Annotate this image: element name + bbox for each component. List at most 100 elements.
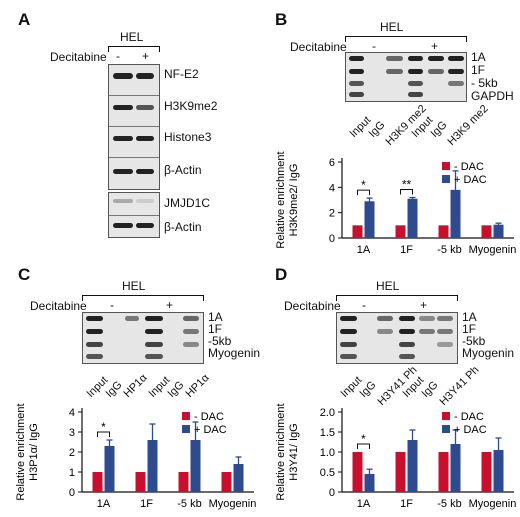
- y-tick-label: 0: [329, 233, 335, 245]
- significance-bracket: [400, 188, 413, 195]
- panel-a-treatment: Decitabine: [50, 50, 107, 64]
- panel-c-treatment: Decitabine: [30, 299, 87, 313]
- panel-b-bracket: [345, 36, 467, 42]
- panel-b-row-label: GAPDH: [471, 89, 514, 103]
- bar: [450, 444, 461, 492]
- panel-d-bracket: [336, 295, 458, 301]
- panel-a-row-label: JMJD1C: [164, 196, 211, 210]
- panel-c-gel: [82, 312, 204, 364]
- bar: [190, 440, 201, 492]
- y-tick-label: 1.5: [320, 427, 335, 439]
- y-axis-label: H3K9me2/ IgG: [288, 164, 300, 237]
- legend-label: + DAC: [454, 424, 487, 436]
- bar: [352, 452, 363, 492]
- panel-d-treatment: Decitabine: [284, 299, 341, 313]
- panel-c-lane-label: HP1α: [183, 371, 212, 400]
- bar: [493, 224, 504, 238]
- y-tick-label: 0: [69, 487, 75, 499]
- y-axis-label: Relative enrichment: [275, 151, 287, 248]
- bar: [92, 472, 103, 492]
- panel-c-row-label: -5kb: [208, 334, 232, 348]
- panel-d-label: D: [275, 265, 288, 284]
- bar: [481, 225, 492, 238]
- bar: [395, 225, 406, 238]
- bar: [233, 464, 244, 492]
- legend-swatch: [442, 412, 450, 420]
- panel-c-row-label: Myogenin: [208, 346, 261, 360]
- y-tick-label: 0: [329, 487, 335, 499]
- x-tick-label: -5 kb: [437, 244, 461, 256]
- panel-d-gel: [336, 312, 458, 364]
- panel-a-row-label: Histone3: [164, 130, 212, 144]
- panel-b-plus: +: [431, 39, 439, 53]
- panel-a-row-label: β-Actin: [164, 220, 202, 234]
- panel-b-cell-line: HEL: [380, 20, 404, 34]
- panel-d-row-label: 1F: [462, 322, 477, 336]
- significance-bracket: [357, 189, 370, 196]
- panel-b-lane-label: H3K9 me2: [445, 102, 491, 148]
- x-tick-label: 1A: [357, 244, 371, 256]
- legend-label: + DAC: [454, 174, 487, 186]
- x-tick-label: -5 kb: [177, 498, 201, 510]
- panel-b-label: B: [275, 10, 288, 29]
- x-tick-label: Myogenin: [209, 498, 257, 510]
- panel-b-treatment: Decitabine: [290, 40, 347, 54]
- bar: [364, 201, 375, 238]
- bar: [178, 472, 189, 492]
- x-tick-label: Myogenin: [469, 244, 517, 256]
- significance-bracket: [97, 431, 110, 437]
- panel-c-row-label: 1A: [208, 310, 223, 324]
- bar: [407, 198, 418, 238]
- panel-b-row-label: - 5kb: [471, 76, 498, 90]
- panel-a-cell-line: HEL: [120, 30, 144, 44]
- y-axis-label: Relative enrichment: [275, 403, 287, 500]
- y-tick-label: 6: [329, 157, 335, 169]
- panel-a-label: A: [18, 10, 31, 29]
- y-tick-label: 4: [329, 182, 335, 194]
- panel-c-lane-label: HP1α: [121, 371, 150, 400]
- panel-c-label: C: [18, 265, 31, 284]
- bar: [104, 446, 115, 492]
- panel-c-row-label: 1F: [208, 322, 223, 336]
- bar: [450, 189, 461, 238]
- panel-c-plus: +: [166, 298, 174, 312]
- legend-label: - DAC: [454, 161, 484, 173]
- legend-label: - DAC: [194, 411, 224, 423]
- bar: [438, 452, 449, 492]
- bar: [135, 472, 146, 492]
- panel-a-bracket: [108, 46, 160, 52]
- legend-swatch: [442, 175, 450, 183]
- panel-c-cell-line: HEL: [122, 279, 146, 293]
- panel-d-cell-line: HEL: [376, 279, 400, 293]
- x-tick-label: 1F: [140, 498, 153, 510]
- y-tick-label: 2: [69, 447, 75, 459]
- panel-a-plus: +: [142, 49, 150, 63]
- significance-bracket: [357, 443, 370, 449]
- x-tick-label: 1F: [400, 498, 413, 510]
- panel-a-blot-upper: [108, 64, 160, 190]
- legend-swatch: [442, 162, 450, 170]
- legend-label: + DAC: [194, 424, 227, 436]
- y-tick-label: 0.5: [320, 467, 335, 479]
- panel-b-chart: Relative enrichment H3K9me2/ IgG 0 2 4 6 1A 1F -…: [275, 151, 517, 256]
- y-axis-label: Relative enrichment: [15, 403, 27, 500]
- legend-swatch: [182, 412, 190, 420]
- x-tick-label: 1F: [400, 244, 413, 256]
- bar: [221, 472, 232, 492]
- y-tick-label: 2: [329, 208, 335, 220]
- panel-b-minus: -: [372, 39, 376, 53]
- bar: [493, 450, 504, 492]
- legend-swatch: [442, 425, 450, 433]
- x-tick-label: -5 kb: [437, 498, 461, 510]
- panel-d-chart: Relative enrichment H3Y41/ IgG 0 0.5 1.0 1.5 2…: [275, 403, 516, 510]
- y-tick-label: 4: [69, 407, 75, 419]
- y-tick-label: 2.0: [320, 407, 335, 419]
- panel-a-row-label: NF-E2: [164, 67, 199, 81]
- y-tick-label: 3: [69, 427, 75, 439]
- significance-label: *: [361, 432, 366, 446]
- x-tick-label: 1A: [357, 498, 371, 510]
- panel-d-row-label: 1A: [462, 310, 477, 324]
- panel-a-row-label: β-Actin: [164, 163, 202, 177]
- significance-label: *: [361, 178, 366, 192]
- panel-d-row-label: Myogenin: [462, 346, 515, 360]
